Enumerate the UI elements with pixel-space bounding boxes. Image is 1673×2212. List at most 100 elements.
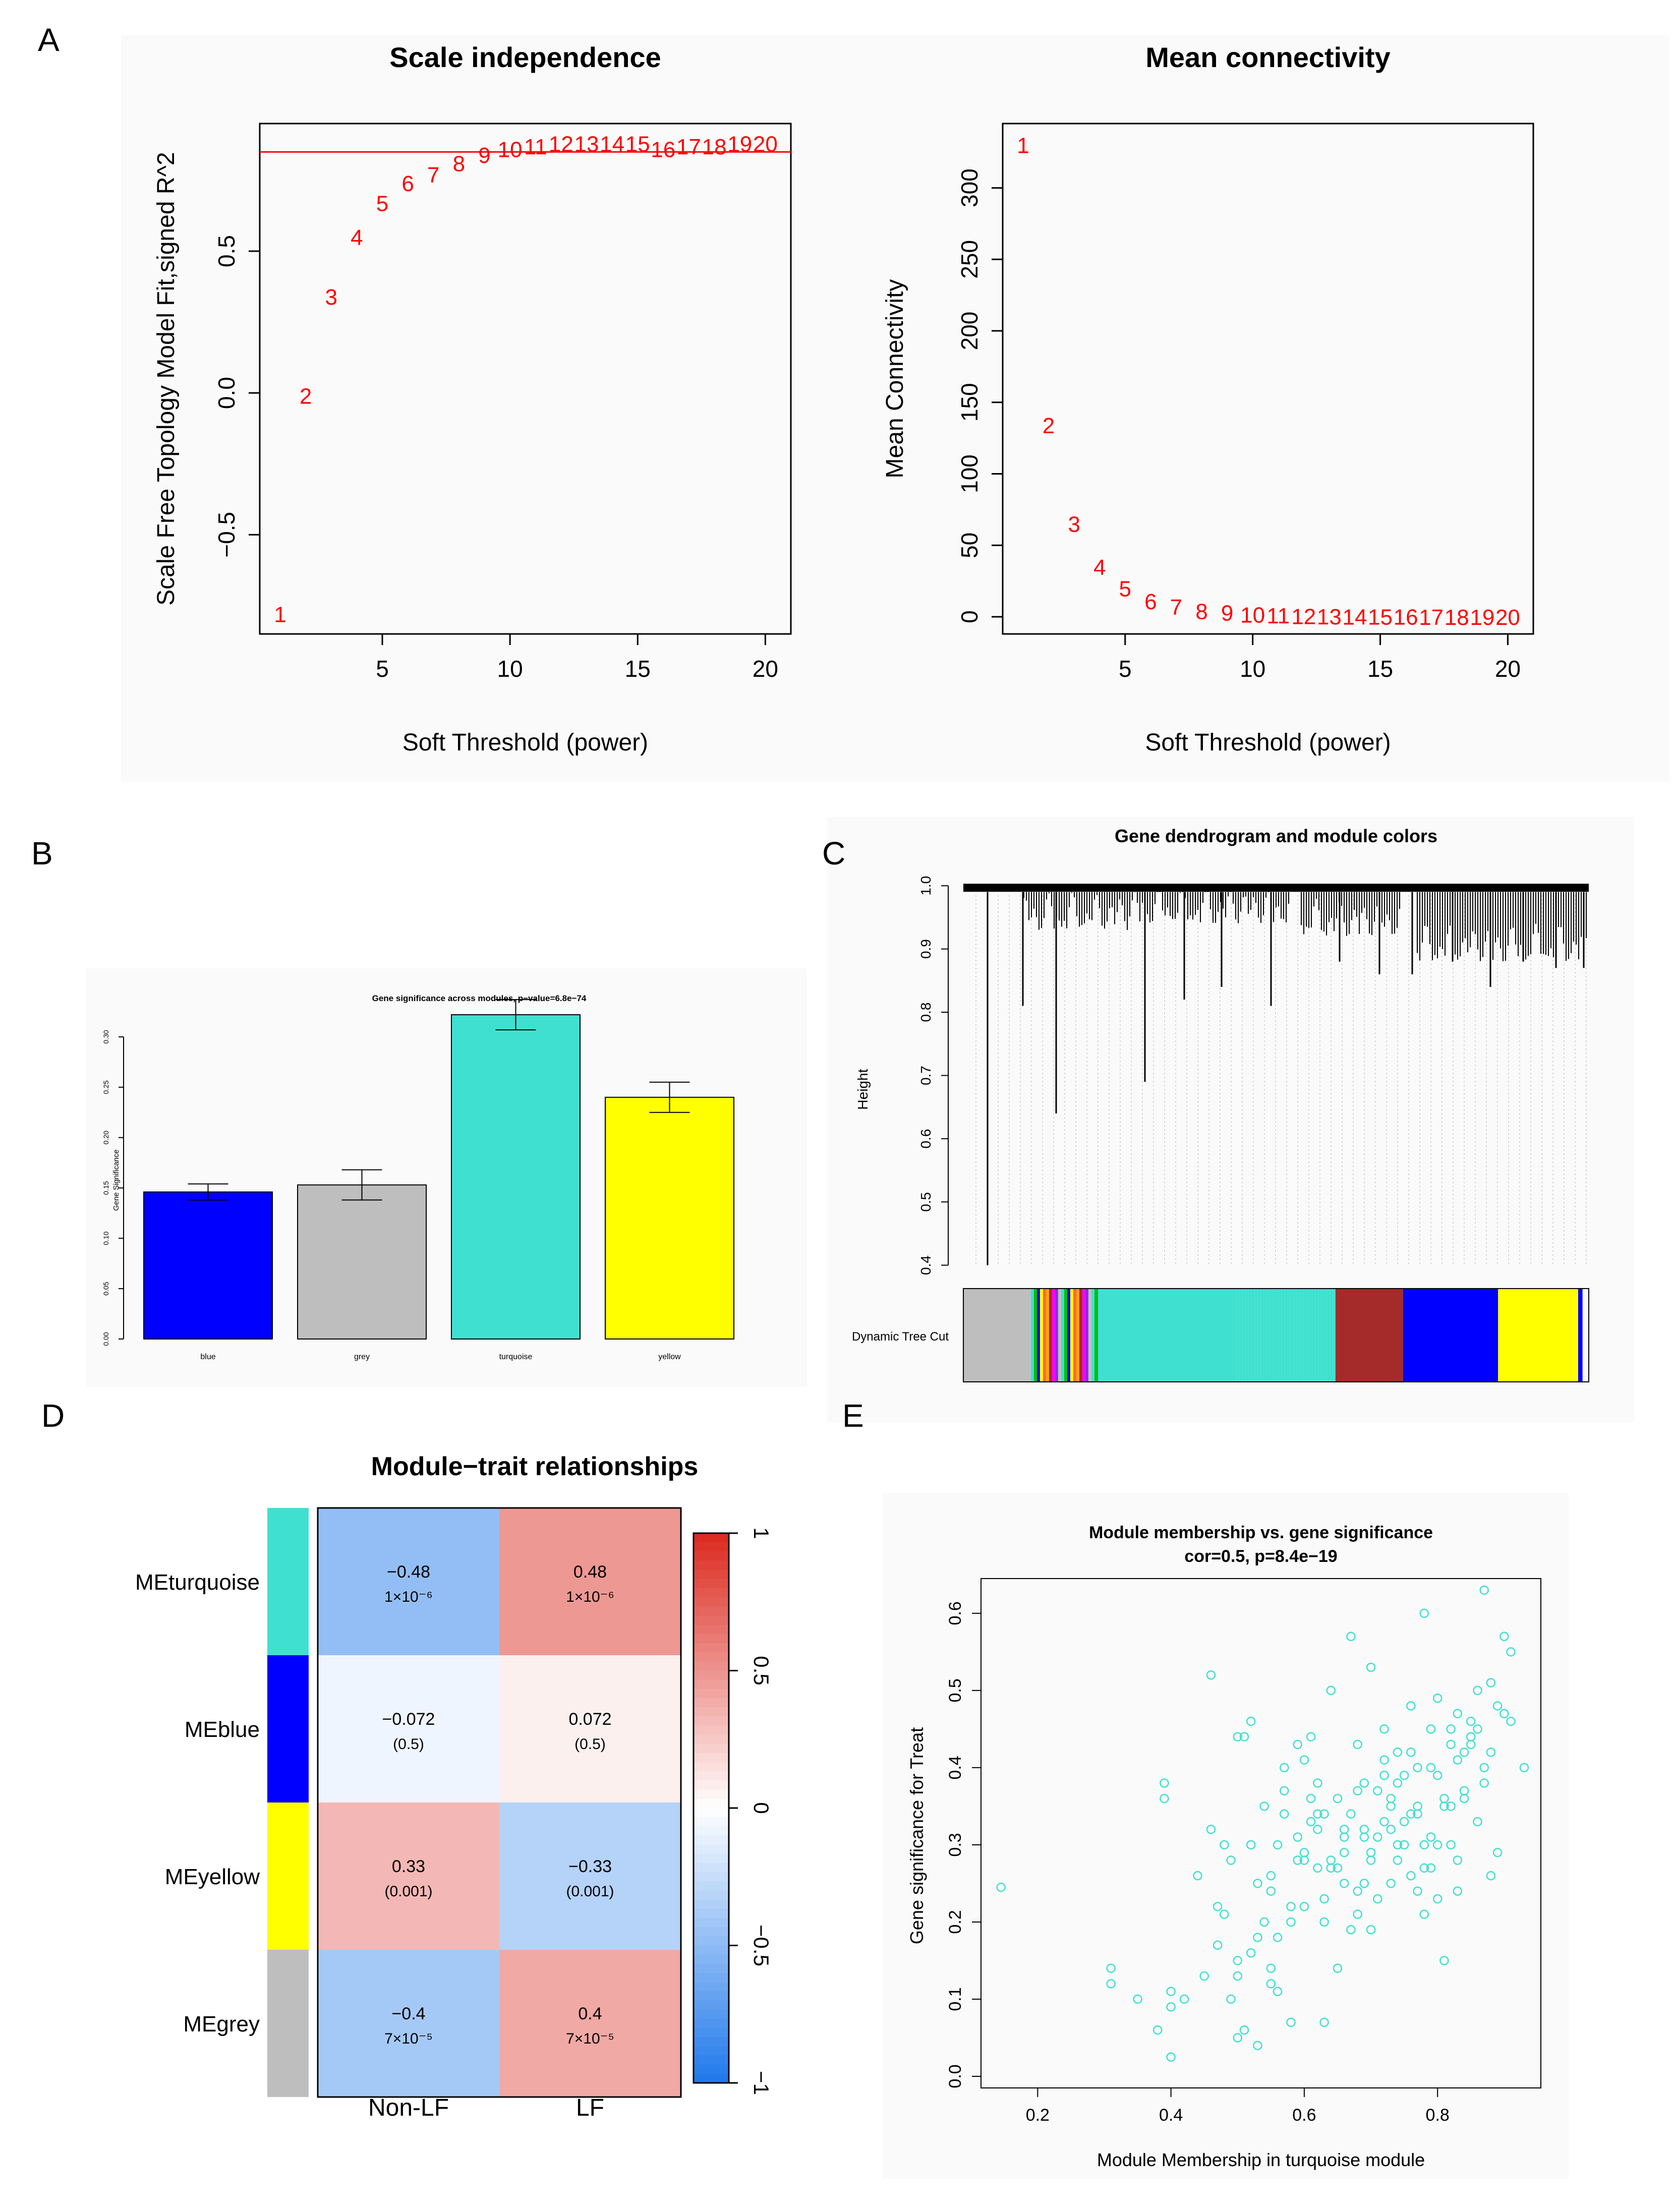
gene-point [1473, 1685, 1482, 1696]
gene-point [1426, 1832, 1436, 1842]
gene-point [1446, 1840, 1456, 1850]
scale-gradient-step [694, 1679, 729, 1690]
power-point-label: 11 [524, 135, 547, 159]
gene-point [1339, 1832, 1349, 1842]
dynamic-tree-cut-label: Dynamic Tree Cut [852, 1330, 949, 1344]
scale-gradient-step [694, 1588, 729, 1598]
gene-point [1313, 1778, 1322, 1788]
module-color-stripe [1297, 1289, 1300, 1382]
gene-point [1426, 1724, 1436, 1734]
gene-point [1152, 2025, 1163, 2035]
panel-a-background [121, 35, 1669, 782]
y-axis-label: Gene Significance [112, 1149, 121, 1211]
gene-point [1319, 1809, 1329, 1819]
x-tick-label: 15 [1367, 656, 1393, 682]
x-axis-label: Soft Threshold (power) [402, 729, 648, 756]
gene-point [1306, 1732, 1316, 1741]
gene-point [1399, 1817, 1409, 1827]
y-tick-label: 0.20 [102, 1131, 110, 1144]
gene-point [1453, 1855, 1463, 1865]
gene-point [1199, 1971, 1209, 1981]
module-color-stripe [1064, 1289, 1067, 1382]
module-color-stripe [1260, 1289, 1264, 1382]
power-point-label: 17 [676, 135, 701, 159]
gene-point [1419, 1608, 1429, 1618]
scale-gradient-step [694, 2000, 729, 2010]
x-tick-label: 0.4 [1159, 2106, 1183, 2125]
scale-gradient-step [694, 1881, 729, 1891]
bar-yellow [605, 1096, 734, 1340]
gene-point [1299, 1755, 1309, 1765]
gene-point [1366, 1662, 1376, 1672]
gene-point [1213, 1940, 1223, 1950]
gene-point [1359, 1778, 1369, 1788]
y-tick-label: 200 [956, 312, 983, 351]
module-color-stripe [1309, 1289, 1312, 1382]
gene-point [1413, 1809, 1422, 1819]
scale-gradient-step [694, 1918, 729, 1928]
gene-point [1473, 1817, 1482, 1827]
module-row-label: MEgrey [183, 2012, 260, 2036]
gene-point [1226, 1855, 1236, 1865]
gene-point [1246, 1716, 1256, 1726]
scale-gradient-step [694, 1863, 729, 1873]
gene-point [1339, 1825, 1349, 1834]
gene-point [1239, 1732, 1249, 1741]
module-color-stripe [1291, 1289, 1294, 1382]
module-color-stripe [1239, 1289, 1243, 1382]
power-point-label: 19 [1470, 605, 1494, 630]
gene-point [1326, 1855, 1336, 1865]
gene-point [1333, 1963, 1343, 1973]
gene-point [1393, 1778, 1403, 1788]
x-tick-label: 0.2 [1026, 2106, 1050, 2125]
scale-gradient-step [694, 1798, 729, 1809]
module-color-stripe [1257, 1289, 1261, 1382]
gene-point [1393, 1748, 1403, 1757]
module-color-stripe [1312, 1289, 1315, 1382]
gene-point [1373, 1786, 1382, 1796]
x-tick-label: 20 [753, 656, 778, 682]
power-point-label: 6 [401, 171, 414, 196]
scale-gradient-step [694, 1579, 729, 1589]
cell-correlation: −0.48 [387, 1562, 430, 1582]
gene-point [1266, 1979, 1276, 1989]
gene-point [1286, 1917, 1296, 1927]
module-color-stripe [1076, 1289, 1079, 1382]
gene-point [1286, 2017, 1296, 2027]
scale-tick-label: −1 [749, 2071, 773, 2095]
scale-gradient-step [694, 1936, 729, 1946]
gene-point [1293, 1832, 1302, 1842]
scale-gradient-step [694, 1844, 729, 1854]
module-color-stripe [1273, 1289, 1276, 1382]
gene-point [1313, 1809, 1322, 1819]
y-tick-label: 0.4 [946, 1756, 965, 1779]
trait-column-label: LF [576, 2094, 604, 2121]
module-color-stripe [1324, 1289, 1328, 1382]
power-point-label: 18 [702, 135, 727, 159]
cell-pvalue: (0.001) [384, 1883, 432, 1900]
gene-point [1466, 1716, 1476, 1726]
y-tick-label: 300 [956, 168, 983, 207]
category-label: blue [200, 1353, 215, 1361]
cell-correlation: 0.072 [568, 1710, 611, 1729]
scale-gradient-step [694, 1899, 729, 1909]
gene-point [1313, 1825, 1322, 1834]
module-color-segment [1098, 1289, 1237, 1382]
gene-point [1206, 1825, 1216, 1834]
gene-point [1432, 1840, 1443, 1850]
y-tick-label: 0.5 [946, 1678, 965, 1702]
gene-point [1413, 1763, 1422, 1773]
x-tick-label: 10 [497, 656, 523, 682]
gene-point [1359, 1879, 1369, 1888]
gene-point [1426, 1863, 1436, 1873]
gene-point [1459, 1748, 1469, 1757]
x-tick-label: 0.8 [1426, 2106, 1450, 2125]
scale-gradient-step [694, 1991, 729, 2001]
y-tick-label: 0.10 [102, 1231, 110, 1245]
y-tick-label: 250 [956, 240, 983, 279]
module-color-stripe [1294, 1289, 1297, 1382]
scatter-title: Module membership vs. gene significance [1089, 1523, 1433, 1542]
gene-point [1293, 1739, 1302, 1750]
y-tick-label: 0.4 [918, 1255, 934, 1275]
